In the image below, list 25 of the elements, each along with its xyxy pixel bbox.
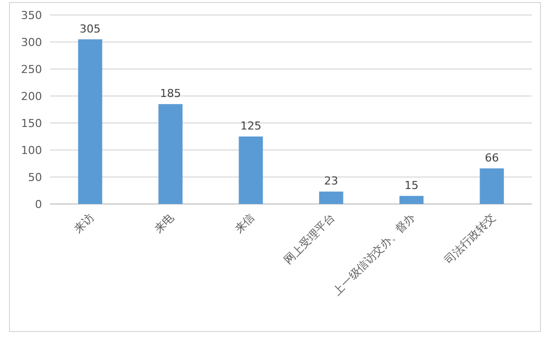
x-tick-label: 来电 bbox=[152, 210, 177, 236]
bar bbox=[158, 104, 183, 204]
data-label: 66 bbox=[484, 151, 499, 164]
y-tick-label: 100 bbox=[21, 144, 42, 157]
data-label: 125 bbox=[240, 120, 262, 132]
bar bbox=[78, 39, 102, 204]
y-tick-label: 150 bbox=[21, 117, 42, 130]
y-tick-label: 250 bbox=[21, 63, 42, 76]
x-tick-label: 网上受理平台 bbox=[281, 210, 338, 267]
y-tick-label: 350 bbox=[21, 9, 42, 22]
bar bbox=[480, 168, 504, 204]
y-tick-label: 300 bbox=[21, 36, 42, 49]
data-label: 305 bbox=[80, 22, 101, 36]
bar bbox=[319, 192, 344, 204]
data-label: 15 bbox=[404, 178, 418, 192]
bar bbox=[399, 196, 424, 204]
data-label: 23 bbox=[324, 174, 338, 188]
y-tick-label: 50 bbox=[28, 171, 42, 184]
y-tick-label: 0 bbox=[35, 198, 42, 211]
x-tick-label: 来信 bbox=[232, 210, 257, 236]
x-tick-label: 司法行政转交 bbox=[442, 210, 498, 267]
bar bbox=[238, 136, 263, 204]
y-tick-label: 200 bbox=[21, 90, 42, 103]
x-tick-label: 来访 bbox=[72, 210, 96, 236]
data-label: 185 bbox=[160, 87, 181, 100]
